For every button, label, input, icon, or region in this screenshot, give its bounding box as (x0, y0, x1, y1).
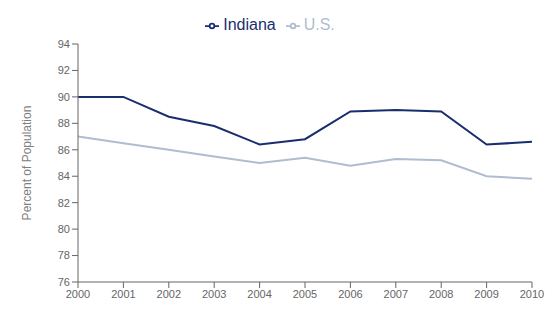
svg-text:2005: 2005 (293, 288, 317, 300)
svg-text:80: 80 (58, 223, 70, 235)
svg-text:82: 82 (58, 197, 70, 209)
svg-text:88: 88 (58, 117, 70, 129)
svg-text:2002: 2002 (157, 288, 181, 300)
svg-text:2004: 2004 (247, 288, 271, 300)
svg-text:86: 86 (58, 144, 70, 156)
svg-text:84: 84 (58, 170, 70, 182)
svg-text:2008: 2008 (429, 288, 453, 300)
svg-text:2001: 2001 (111, 288, 135, 300)
svg-text:2003: 2003 (202, 288, 226, 300)
html-text:U.S.: U.S. (303, 16, 335, 33)
svg-text:Percent of Population: Percent of Population (20, 106, 34, 221)
svg-text:78: 78 (58, 249, 70, 261)
svg-text:76: 76 (58, 276, 70, 288)
svg-text:94: 94 (58, 38, 70, 50)
html-text:Indiana: Indiana (223, 16, 276, 33)
svg-text:2010: 2010 (520, 288, 544, 300)
svg-text:90: 90 (58, 91, 70, 103)
svg-text:2000: 2000 (66, 288, 90, 300)
svg-text:2007: 2007 (384, 288, 408, 300)
svg-text:2006: 2006 (338, 288, 362, 300)
svg-text:2009: 2009 (474, 288, 498, 300)
svg-text:92: 92 (58, 64, 70, 76)
